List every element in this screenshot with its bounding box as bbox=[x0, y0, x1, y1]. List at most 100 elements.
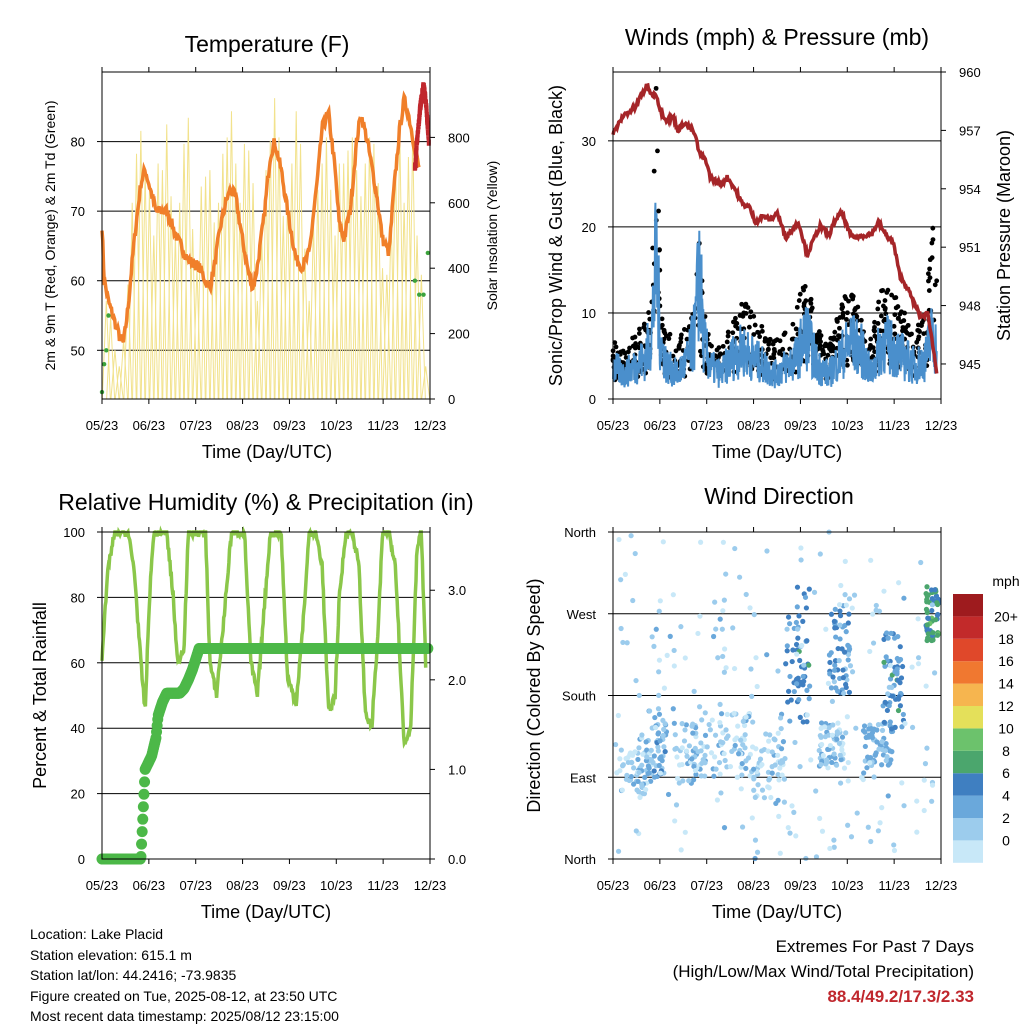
gust-point bbox=[889, 292, 894, 298]
solar-pulse bbox=[360, 163, 370, 400]
gust-point bbox=[929, 240, 935, 246]
direction-point bbox=[846, 611, 852, 617]
gust-point bbox=[849, 292, 855, 298]
direction-point bbox=[689, 756, 695, 762]
gust-point bbox=[757, 334, 763, 340]
solar-pulse bbox=[382, 274, 392, 400]
direction-point bbox=[777, 850, 783, 856]
extremes-values: 88.4/49.2/17.3/2.33 bbox=[827, 987, 974, 1006]
direction-point bbox=[739, 824, 746, 830]
x-tick-label: 09/23 bbox=[784, 878, 817, 893]
gust-point bbox=[725, 329, 731, 335]
direction-point bbox=[781, 776, 787, 782]
direction-point bbox=[827, 742, 833, 749]
gust-point bbox=[853, 305, 858, 311]
direction-point bbox=[645, 771, 651, 777]
direction-point bbox=[817, 815, 823, 822]
direction-point bbox=[868, 557, 874, 563]
gust-point bbox=[830, 343, 836, 349]
direction-point bbox=[868, 838, 874, 845]
direction-point bbox=[678, 847, 684, 853]
direction-point bbox=[837, 752, 843, 758]
gust-point bbox=[934, 278, 940, 284]
direction-point bbox=[851, 592, 858, 598]
direction-point bbox=[778, 725, 784, 732]
direction-point bbox=[765, 784, 771, 790]
direction-point bbox=[846, 596, 853, 602]
direction-point bbox=[840, 667, 846, 673]
direction-point bbox=[870, 640, 877, 646]
direction-point bbox=[846, 647, 852, 653]
gust-point bbox=[733, 315, 738, 321]
y-right-tick-label: 957 bbox=[959, 123, 981, 138]
direction-point bbox=[646, 765, 652, 771]
direction-point bbox=[864, 765, 870, 771]
direction-point bbox=[836, 740, 842, 746]
direction-point bbox=[915, 616, 921, 622]
direction-point bbox=[702, 732, 709, 738]
direction-point bbox=[845, 778, 851, 784]
direction-point bbox=[727, 763, 734, 770]
direction-point bbox=[895, 677, 901, 683]
direction-point bbox=[718, 739, 724, 745]
direction-point bbox=[849, 605, 855, 611]
direction-point bbox=[657, 755, 663, 762]
direction-point bbox=[866, 734, 872, 740]
direction-point bbox=[909, 724, 916, 731]
direction-point bbox=[798, 679, 804, 685]
direction-point bbox=[818, 720, 825, 726]
gust-point bbox=[884, 290, 890, 295]
direction-point bbox=[613, 741, 619, 748]
direction-point bbox=[836, 658, 842, 664]
direction-point bbox=[747, 605, 753, 611]
direction-point bbox=[712, 599, 718, 605]
direction-point bbox=[667, 633, 673, 639]
direction-point bbox=[885, 793, 891, 799]
direction-point bbox=[671, 663, 677, 669]
direction-point bbox=[891, 842, 897, 848]
gust-point bbox=[641, 321, 647, 327]
direction-point bbox=[618, 625, 624, 632]
x-tick-label: 09/23 bbox=[273, 418, 306, 433]
gust-point bbox=[676, 344, 682, 349]
panel-title: Relative Humidity (%) & Precipitation (i… bbox=[58, 489, 473, 515]
direction-point bbox=[738, 786, 744, 792]
gust-point bbox=[707, 341, 712, 347]
direction-point bbox=[827, 659, 833, 666]
direction-point bbox=[860, 776, 866, 783]
direction-point bbox=[776, 777, 782, 783]
direction-point bbox=[777, 765, 783, 771]
direction-point bbox=[691, 688, 697, 694]
direction-point bbox=[702, 710, 708, 716]
direction-point bbox=[867, 760, 873, 766]
direction-point bbox=[935, 611, 941, 618]
direction-point bbox=[881, 659, 887, 665]
direction-point bbox=[670, 592, 676, 598]
direction-point bbox=[854, 810, 860, 816]
x-axis-label: Time (Day/UTC) bbox=[712, 902, 842, 922]
gust-point bbox=[681, 327, 687, 332]
direction-point bbox=[877, 820, 883, 826]
direction-point bbox=[924, 596, 930, 603]
colorbar-swatch bbox=[953, 728, 983, 751]
y-tick-label: 70 bbox=[71, 204, 85, 219]
solar-pulse bbox=[317, 163, 327, 400]
direction-point bbox=[887, 748, 893, 754]
direction-point bbox=[673, 802, 680, 808]
direction-point bbox=[845, 822, 851, 828]
direction-point bbox=[721, 669, 727, 675]
gust-point bbox=[845, 310, 850, 316]
gust-point bbox=[898, 309, 904, 315]
gust-point bbox=[892, 312, 898, 318]
direction-point bbox=[796, 613, 802, 619]
gust-point bbox=[801, 287, 807, 293]
direction-point bbox=[879, 739, 885, 745]
direction-point bbox=[801, 662, 807, 668]
solar-pulse bbox=[123, 284, 133, 400]
solar-pulse bbox=[239, 143, 249, 400]
gust-point bbox=[678, 335, 684, 341]
direction-point bbox=[743, 765, 749, 772]
direction-point bbox=[721, 751, 727, 757]
direction-point bbox=[829, 698, 836, 705]
direction-point bbox=[657, 598, 663, 604]
